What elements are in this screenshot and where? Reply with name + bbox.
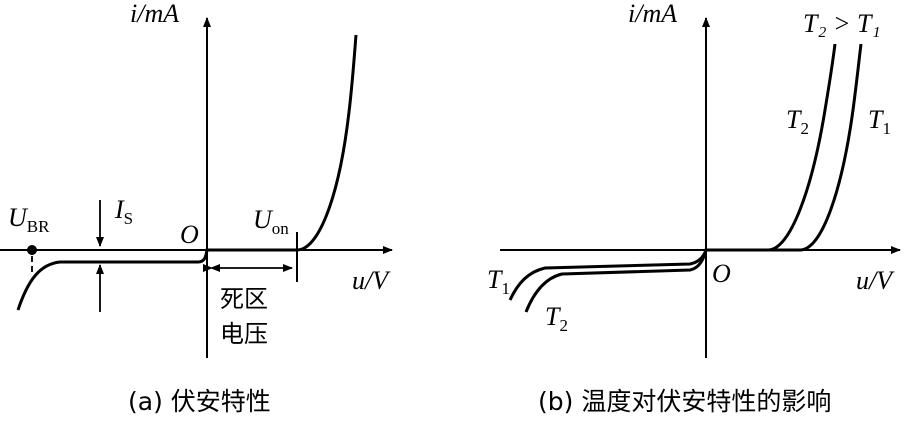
panel-a-origin-label: O xyxy=(180,220,199,249)
saturation-current-label: IS xyxy=(114,195,133,228)
temperature-relation-label: T₂ > T₁ xyxy=(803,9,881,38)
t2-iv-curve xyxy=(524,43,837,313)
panel-a-iv-curve xyxy=(16,34,358,311)
panel-a-y-axis-label: i/mA xyxy=(130,0,179,28)
t1-iv-curve xyxy=(508,43,863,301)
panel-a: i/mA u/V O UBR IS Uon 死区 电压 (a) 伏安特性 xyxy=(0,0,393,416)
panel-b-y-axis-label: i/mA xyxy=(628,0,677,28)
panel-b-origin-label: O xyxy=(712,259,731,288)
dead-zone-label-line1: 死区 xyxy=(220,285,268,313)
panel-a-caption: (a) 伏安特性 xyxy=(128,387,271,416)
breakdown-label: UBR xyxy=(8,203,50,236)
panel-b: i/mA u/V O T₂ > T₁ T2 T1 T1 T2 (b) 温度对伏安… xyxy=(487,0,901,416)
dead-zone-label-line2: 电压 xyxy=(220,320,268,348)
dead-zone-arrow-left-head xyxy=(210,264,220,272)
panel-b-caption: (b) 温度对伏安特性的影响 xyxy=(538,387,831,416)
panel-a-x-axis-label: u/V xyxy=(352,266,391,295)
t2-reverse-label: T2 xyxy=(545,302,568,335)
panel-b-x-axis-label: u/V xyxy=(856,266,895,295)
breakdown-point xyxy=(27,245,37,255)
t1-reverse-label: T1 xyxy=(487,265,510,298)
t1-forward-label: T1 xyxy=(868,105,891,138)
t2-forward-label: T2 xyxy=(786,105,809,138)
turn-on-voltage-label: Uon xyxy=(253,205,289,238)
